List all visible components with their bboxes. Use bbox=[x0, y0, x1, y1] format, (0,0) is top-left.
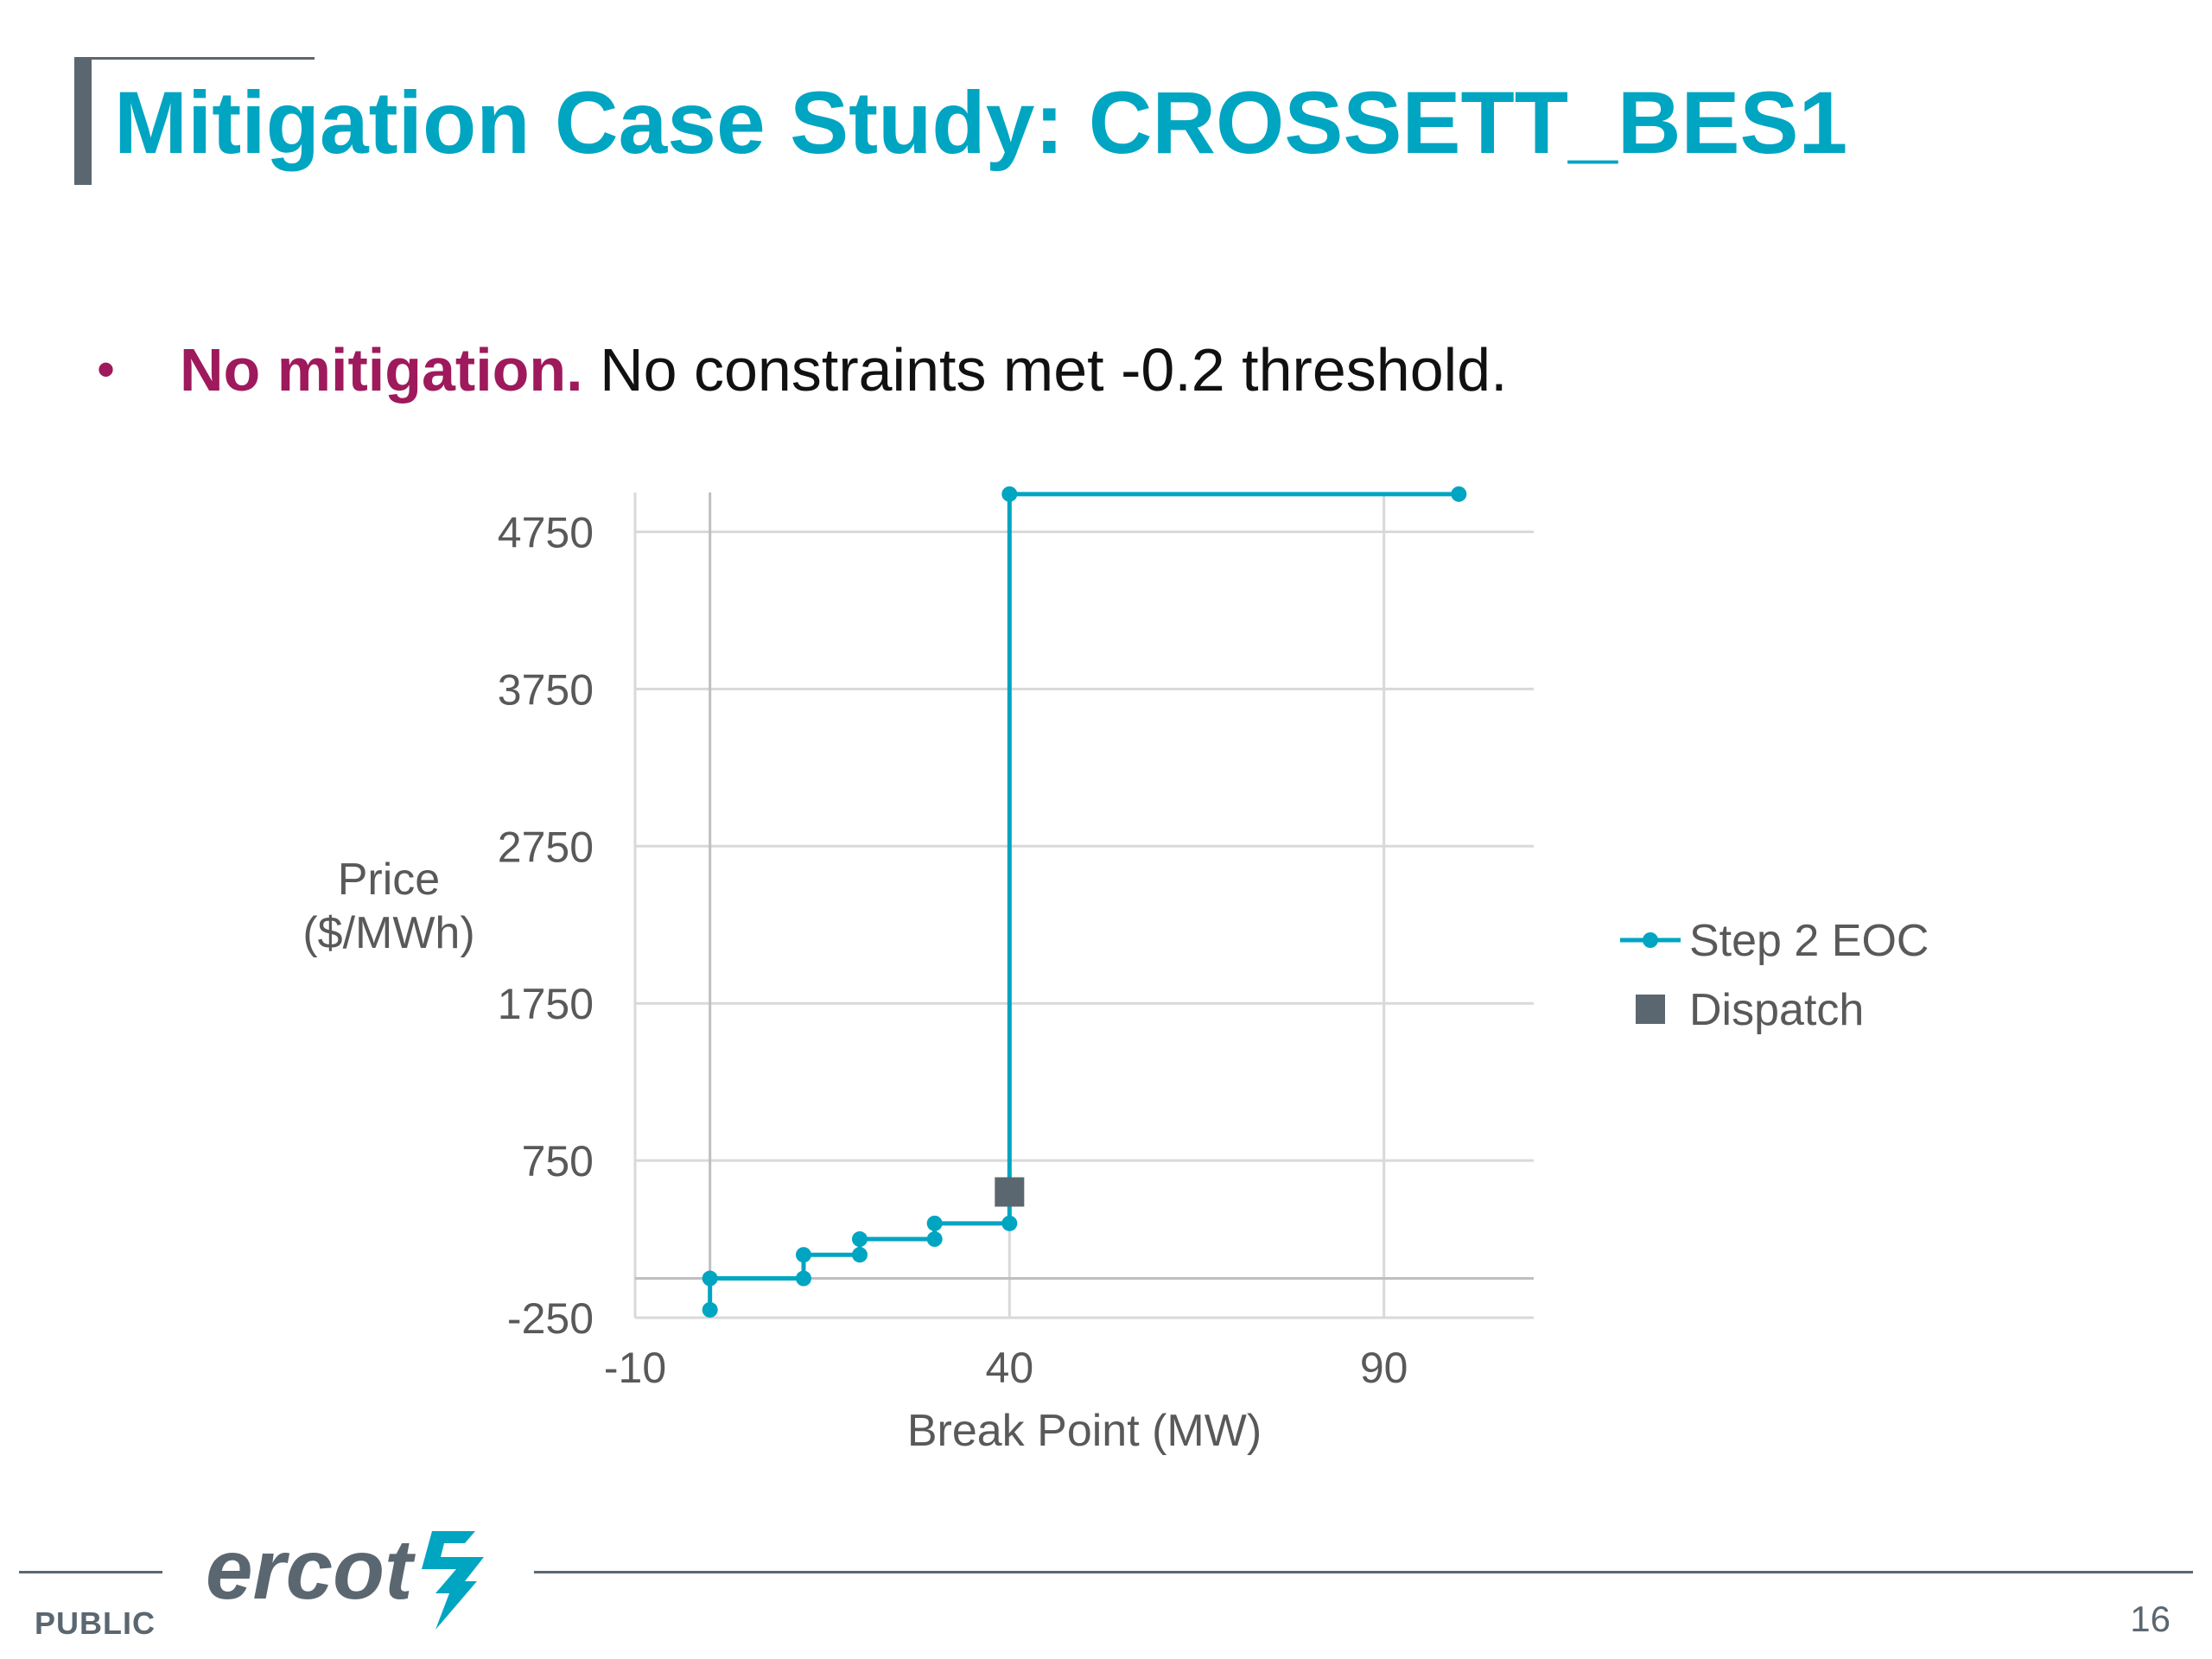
y-axis-title: ($/MWh) bbox=[302, 908, 474, 958]
step-2-eoc-point bbox=[796, 1270, 811, 1287]
y-tick-label: 1750 bbox=[498, 980, 594, 1028]
ercot-logo-text: ercot bbox=[206, 1522, 416, 1617]
step-2-eoc-point bbox=[852, 1247, 868, 1263]
legend-marker-dispatch bbox=[1636, 995, 1665, 1024]
step-2-eoc-point bbox=[926, 1231, 943, 1248]
step-2-eoc-point bbox=[926, 1215, 943, 1231]
legend-label-step-2-eoc: Step 2 EOC bbox=[1689, 916, 1929, 966]
step-2-eoc-point bbox=[702, 1301, 718, 1318]
classification-label: PUBLIC bbox=[35, 1605, 156, 1641]
x-axis-title: Break Point (MW) bbox=[907, 1406, 1262, 1456]
legend-label-dispatch: Dispatch bbox=[1689, 985, 1864, 1035]
page-number: 16 bbox=[2130, 1599, 2171, 1639]
step-2-eoc-point bbox=[1001, 486, 1018, 502]
step-2-eoc-point bbox=[702, 1270, 718, 1287]
x-tick-label: -10 bbox=[604, 1344, 666, 1392]
slide-title: Mitigation Case Study: CROSSETT_BES1 bbox=[114, 73, 1848, 172]
bullet-strong-text: No mitigation. bbox=[180, 336, 583, 404]
series-line-step-2-eoc bbox=[708, 492, 1459, 1310]
step-2-eoc-point bbox=[852, 1231, 868, 1248]
lightning-bolt-icon bbox=[422, 1531, 484, 1630]
title-accent-line bbox=[74, 57, 315, 60]
footer-rule-left bbox=[19, 1571, 162, 1573]
title-accent-bar bbox=[74, 59, 92, 185]
y-tick-label: 750 bbox=[522, 1137, 594, 1185]
y-tick-label: 4750 bbox=[498, 508, 594, 556]
x-tick-label: 90 bbox=[1360, 1344, 1408, 1392]
y-axis-title: Price bbox=[338, 855, 440, 905]
step-2-eoc-point bbox=[1001, 1215, 1018, 1231]
legend-marker-step-2-eoc bbox=[1643, 932, 1658, 948]
dispatch-point bbox=[995, 1177, 1025, 1207]
ercot-logo: ercot bbox=[206, 1522, 484, 1630]
footer-rule-right bbox=[534, 1571, 2193, 1573]
y-tick-label: 2750 bbox=[498, 823, 594, 871]
bullet-marker: • bbox=[97, 340, 116, 398]
y-tick-label: 3750 bbox=[498, 665, 594, 714]
step-2-eoc-point bbox=[796, 1247, 811, 1263]
y-tick-label: -250 bbox=[507, 1294, 594, 1343]
x-tick-label: 40 bbox=[986, 1344, 1034, 1392]
step-2-eoc-point bbox=[1451, 486, 1467, 502]
bullet-text: No constraints met -0.2 threshold. bbox=[582, 336, 1508, 404]
